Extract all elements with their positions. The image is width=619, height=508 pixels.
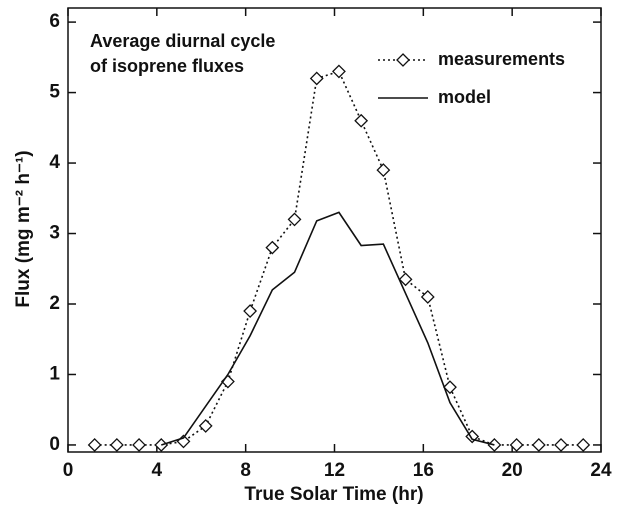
series-line [94, 70, 584, 446]
marker [443, 380, 457, 395]
annotation: Average diurnal cycle [90, 31, 275, 51]
y-tick-label: 3 [49, 223, 60, 244]
legend-marker [396, 53, 410, 67]
x-tick-label: 20 [502, 460, 523, 481]
x-tick-label: 24 [590, 460, 612, 481]
marker [243, 304, 258, 318]
series-line [161, 211, 495, 446]
marker [87, 438, 102, 452]
marker [398, 272, 413, 287]
legend-label: measurements [438, 49, 565, 69]
y-tick-label: 0 [49, 434, 60, 455]
marker [509, 438, 524, 452]
legend-label: model [438, 87, 491, 107]
marker [354, 113, 369, 128]
marker [531, 438, 546, 452]
x-axis-label: True Solar Time (hr) [244, 484, 423, 505]
y-tick-label: 6 [49, 11, 60, 32]
x-tick-label: 8 [240, 460, 251, 481]
marker [420, 290, 435, 304]
marker [287, 212, 302, 227]
x-tick-label: 12 [324, 460, 345, 481]
marker [332, 64, 346, 79]
marker [554, 438, 568, 452]
y-tick-label: 1 [49, 363, 60, 384]
marker [309, 71, 324, 86]
y-tick-label: 4 [49, 152, 60, 173]
marker [198, 419, 213, 433]
x-tick-label: 4 [152, 460, 163, 481]
marker [109, 438, 124, 452]
x-tick-label: 16 [413, 460, 434, 481]
x-tick-label: 0 [63, 460, 74, 481]
annotation: of isoprene fluxes [90, 56, 244, 76]
y-tick-label: 5 [49, 82, 60, 103]
y-axis-label: Flux (mg m⁻² h⁻¹) [13, 150, 34, 307]
marker [132, 438, 146, 452]
y-tick-label: 2 [49, 293, 60, 314]
marker [376, 163, 391, 178]
marker [265, 240, 280, 255]
marker [576, 438, 591, 452]
